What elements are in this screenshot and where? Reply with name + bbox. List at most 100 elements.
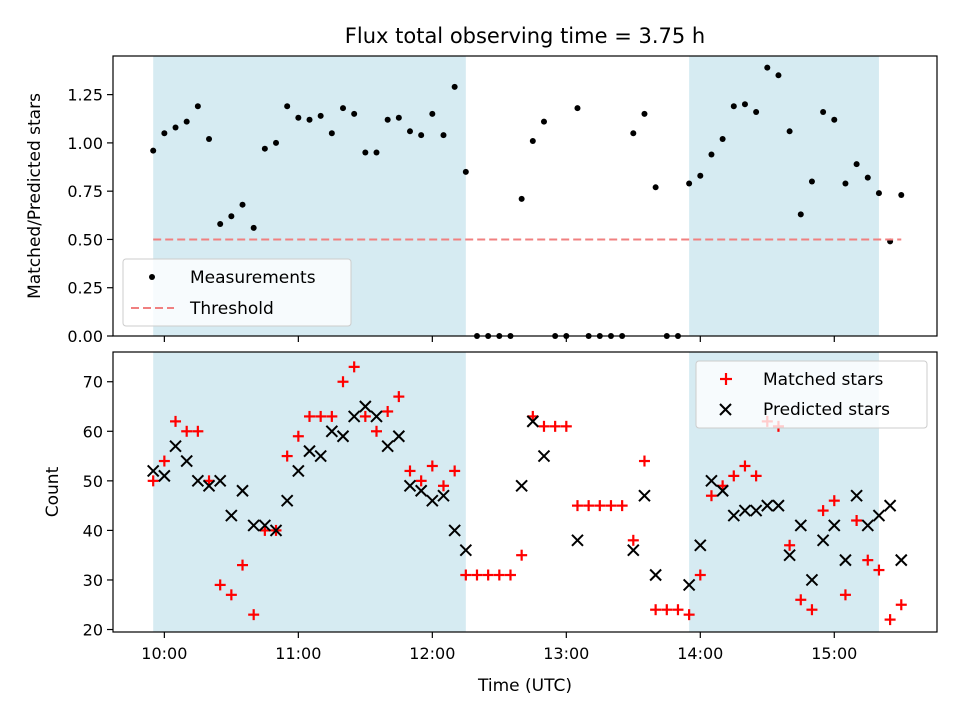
measurements-point-44 [641,110,648,117]
measurements-point-67 [898,192,905,199]
predicted-stars-point-55 [895,553,908,567]
measurements-point-10 [261,145,268,152]
top-shaded-region-2 [689,56,879,336]
predicted-stars-point-41 [738,504,752,517]
matched-stars-point-42 [616,500,628,512]
matched-stars-point-14 [304,410,316,422]
bottom-legend-box [695,360,928,429]
matched-stars-point-6 [214,579,226,591]
matched-stars-point-52 [728,470,740,482]
measurements-point-48 [686,180,693,187]
predicted-stars-point-40 [727,509,740,522]
matched-stars-point-17 [337,376,349,388]
top-y-axis-label: Matched/Predicted stars [25,93,45,299]
measurements-point-62 [842,180,849,187]
top-y-tick-label-1: 0.25 [67,279,103,298]
top-y-tick-label-4: 1.00 [67,134,103,153]
top-y-ticks: 0.00 0.25 0.50 0.75 1.00 1.25 [67,86,113,346]
predicted-stars-point-27 [448,524,461,537]
measurements-point-56 [775,72,782,79]
matched-stars-point-43 [627,534,639,546]
measurements-point-53 [741,101,748,108]
predicted-stars-point-36 [682,578,696,592]
matched-stars-point-65 [873,564,885,576]
legend-matched-label: Matched stars [763,370,883,390]
matched-stars-point-22 [393,391,405,403]
predicted-stars-point-15 [314,449,327,463]
measurements-point-50 [708,151,715,158]
predicted-stars-point-34 [638,489,651,502]
matched-stars-point-24 [415,475,427,487]
x-tick-label-1: 11:00 [275,644,321,663]
predicted-stars-point-21 [381,439,394,453]
top-legend-box [122,258,352,327]
measurements-point-23 [406,128,413,135]
matched-stars-point-45 [650,604,662,616]
measurements-point-15 [317,112,324,119]
predicted-stars-point-22 [392,430,406,443]
matched-stars-point-46 [661,604,673,616]
matched-stars-point-33 [516,549,528,561]
measurements-point-0 [150,147,157,154]
measurements-point-11 [273,139,280,146]
measurements-point-20 [373,149,380,156]
measurements-point-19 [362,149,369,156]
predicted-stars-point-16 [325,425,339,438]
measurements-point-7 [228,213,235,220]
matched-stars-point-21 [382,405,394,417]
measurements-point-14 [306,116,313,123]
predicted-stars-point-24 [414,484,428,497]
predicted-stars-point-23 [403,479,417,493]
x-tick-label-3: 13:00 [543,644,589,663]
measurements-point-17 [340,105,347,112]
top-y-tick-label-3: 0.75 [67,182,103,201]
legend-threshold-label: Threshold [189,299,274,319]
bottom-y-tick-label-0: 20 [83,621,103,640]
predicted-stars-point-17 [336,430,350,443]
predicted-stars-point-10 [258,519,272,532]
predicted-stars-point-45 [783,548,796,562]
bottom-y-tick-label-5: 70 [83,373,103,392]
predicted-stars-point-11 [269,524,283,537]
predicted-stars-point-2 [169,439,182,453]
matched-stars-point-25 [426,460,438,472]
predicted-stars-point-1 [158,469,171,483]
predicted-stars-point-8 [236,484,249,497]
bottom-panel: 20 30 40 50 60 70 10:00 11:00 12:00 13:00 14:00 15… [43,351,938,696]
bottom-y-tick-label-1: 30 [83,571,103,590]
predicted-stars-point-52 [861,519,874,532]
predicted-stars-point-20 [370,410,383,423]
measurements-point-9 [250,224,257,231]
matched-stars-point-0 [147,475,159,487]
predicted-stars-point-13 [292,464,305,478]
matched-stars-point-30 [482,569,494,581]
matched-stars-point-1 [158,455,170,467]
predicted-stars-point-37 [694,539,707,552]
predicted-stars-point-9 [247,519,260,532]
matched-stars-point-57 [784,539,796,551]
matched-stars-point-28 [460,569,472,581]
predicted-stars-point-50 [839,553,852,567]
bottom-y-axis-label: Count [43,466,63,517]
x-tick-label-4: 14:00 [677,644,723,663]
matched-stars-point-19 [359,410,371,422]
measurements-point-65 [875,190,882,197]
matched-stars-point-9 [248,609,260,621]
predicted-stars-point-18 [347,410,361,423]
legend-matched-marker [720,373,732,385]
measurements-point-3 [183,118,190,125]
measurements-point-1 [161,130,168,137]
matched-stars-point-12 [281,450,293,462]
matched-stars-point-18 [348,361,360,373]
matched-stars-point-8 [237,559,249,571]
top-panel: 0.00 0.25 0.50 0.75 1.00 1.25 Matched/Predict… [25,55,938,346]
matched-stars-point-16 [326,410,338,422]
matched-stars-point-63 [851,514,863,526]
predicted-stars-point-3 [180,454,193,468]
top-plot-frame [112,55,938,337]
matched-stars-point-35 [538,420,550,432]
matched-stars-point-13 [292,430,304,442]
measurements-point-33 [518,195,525,202]
matched-stars-point-7 [225,589,237,601]
